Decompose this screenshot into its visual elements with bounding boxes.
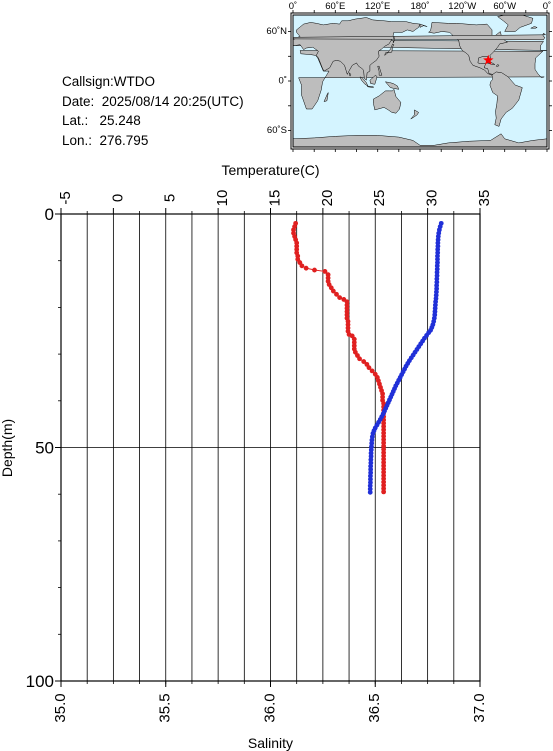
salinity-series [367, 220, 444, 495]
temperature-point [322, 269, 328, 274]
salinity-tick-label: 36.0 [261, 693, 278, 722]
latitude-text: Lat.: 25.248 [62, 113, 141, 128]
map-land [292, 14, 548, 148]
temperature-point [357, 356, 362, 362]
depth-tick-label: 100 [26, 672, 54, 691]
world-map: 0˚ 60˚E 120˚E 180˚ 120˚W 60˚W 0˚ 60˚N 0˚… [266, 1, 552, 152]
chart-grid [61, 214, 480, 681]
map-landmass-madagascar [323, 92, 329, 102]
map-landmass-japan [384, 43, 395, 57]
temperature-point [361, 359, 367, 364]
depth-tick-label: 0 [45, 205, 54, 224]
temperature-point [330, 288, 336, 294]
salinity-point [367, 489, 373, 495]
map-left-tick-label: 0˚ [279, 76, 287, 87]
map-left-tick-labels: 60˚N 0˚ 60˚S [266, 26, 287, 136]
map-top-tick-label: 0˚ [543, 1, 551, 12]
depth-axis-label: Depth(m) [0, 419, 15, 477]
map-landmass-sakhalin [392, 36, 395, 44]
map-landmass-java [366, 85, 374, 88]
map-landmass-asia [292, 17, 421, 81]
temperature-series [291, 220, 387, 495]
map-landmass-philippines [377, 65, 383, 76]
map-top-tick-label: 180˚ [410, 1, 429, 12]
map-top-tick-label: 60˚W [493, 1, 516, 12]
temperature-tick-label: 35 [476, 190, 493, 207]
temperature-tick-label: -5 [57, 191, 74, 204]
depth-tick-label: 50 [35, 439, 54, 458]
station-info: Callsign:WTDO Date: 2025/08/14 20:25(UTC… [62, 72, 244, 150]
map-top-tick-label: 120˚W [448, 1, 476, 12]
map-landmass-antarctica [292, 133, 548, 148]
temperature-point [369, 368, 375, 374]
map-landmass-iceland [530, 26, 538, 29]
map-left-tick-label: 60˚N [266, 26, 287, 37]
temperature-tick-label: 10 [214, 190, 231, 207]
temperature-point [366, 365, 372, 371]
temperature-point [312, 267, 317, 273]
temperature-tick-label: 5 [162, 194, 179, 202]
temperature-point [299, 263, 305, 269]
map-landmass-south-america [489, 71, 523, 127]
map-ticks [288, 10, 552, 152]
map-top-tick-label: 120˚E [365, 1, 390, 12]
map-landmass-new-guinea [384, 81, 400, 90]
map-landmass-alaska-chukotka [419, 23, 428, 28]
temperature-tick-label: 15 [266, 190, 283, 207]
map-left-tick-label: 60˚S [267, 125, 287, 136]
station-star-marker [483, 54, 494, 65]
date-text: Date: 2025/08/14 20:25(UTC) [62, 93, 244, 109]
temperature-point [337, 295, 343, 300]
map-top-tick-label: 0˚ [289, 1, 297, 12]
map-landmass-new-zealand [410, 109, 419, 120]
map-top-tick-label: 60˚E [325, 1, 345, 12]
map-landmass-hispaniola [495, 64, 500, 67]
map-landmass-borneo [369, 74, 378, 85]
map-top-tick-labels: 0˚ 60˚E 120˚E 180˚ 120˚W 60˚W 0˚ [289, 1, 551, 12]
salinity-tick-label: 35.0 [52, 693, 69, 722]
map-landmass-australia [373, 88, 402, 114]
temperature-tick-label: 25 [371, 190, 388, 207]
map-frame-inner [292, 14, 548, 148]
longitude-text: Lon.: 276.795 [62, 132, 149, 148]
temperature-axis-label: Temperature(C) [221, 162, 319, 178]
salinity-tick-label: 36.5 [366, 693, 383, 722]
salinity-tick-label: 35.5 [157, 693, 174, 722]
depth-axis-ticks: 0 50 100 [26, 205, 61, 691]
salinity-axis-label: Salinity [248, 735, 293, 751]
temperature-point [381, 489, 387, 495]
map-landmass-sri-lanka [349, 72, 352, 77]
temperature-axis-ticks: -5 0 5 10 15 20 25 30 35 [57, 190, 493, 214]
temperature-tick-label: 30 [424, 190, 441, 207]
temperature-tick-label: 20 [319, 190, 336, 207]
callsign-text: Callsign:WTDO [62, 74, 156, 89]
temperature-tick-label: 0 [109, 194, 126, 202]
salinity-tick-label: 37.0 [471, 693, 488, 722]
temperature-point [303, 265, 309, 271]
salinity-axis-ticks: 35.0 35.5 36.0 36.5 37.0 [52, 681, 488, 723]
temperature-point [334, 291, 339, 297]
salinity-line [369, 223, 442, 493]
plot-frame [60, 213, 481, 682]
